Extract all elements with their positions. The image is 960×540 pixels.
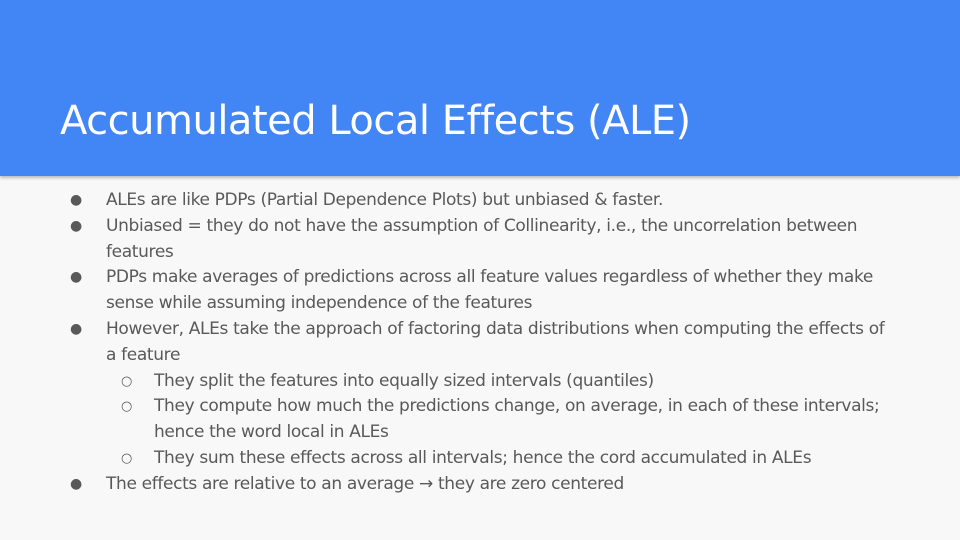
bullet-text: PDPs make averages of predictions across…: [106, 267, 873, 314]
bullet-item: ● Unbiased = they do not have the assump…: [0, 214, 896, 266]
bullet-list: ● ALEs are like PDPs (Partial Dependence…: [0, 188, 960, 498]
filled-bullet-icon: ●: [70, 269, 82, 286]
slide-title: Accumulated Local Effects (ALE): [60, 98, 691, 144]
bullet-text: The effects are relative to an average →…: [106, 473, 624, 494]
sub-bullet-item: ○ They compute how much the predictions …: [0, 394, 896, 446]
bullet-text: ALEs are like PDPs (Partial Dependence P…: [106, 190, 664, 210]
bullet-item: ● However, ALEs take the approach of fac…: [0, 317, 896, 369]
hollow-bullet-icon: ○: [121, 450, 132, 466]
title-banner: Accumulated Local Effects (ALE): [0, 0, 960, 176]
filled-bullet-icon: ●: [70, 475, 82, 492]
filled-bullet-icon: ●: [70, 192, 82, 208]
sub-bullet-item: ○ They sum these effects across all inte…: [0, 446, 896, 472]
bullet-item: ● The effects are relative to an average…: [0, 472, 896, 498]
bullet-item: ● PDPs make averages of predictions acro…: [0, 265, 896, 317]
sub-bullet-item: ○ They split the features into equally s…: [0, 369, 896, 395]
bullet-text: However, ALEs take the approach of facto…: [106, 318, 885, 365]
filled-bullet-icon: ●: [70, 320, 82, 337]
bullet-text: They compute how much the predictions ch…: [154, 396, 880, 443]
filled-bullet-icon: ●: [70, 217, 82, 234]
hollow-bullet-icon: ○: [121, 399, 132, 415]
hollow-bullet-icon: ○: [121, 373, 132, 389]
bullet-text: They split the features into equally siz…: [154, 370, 654, 391]
bullet-item: ● ALEs are like PDPs (Partial Dependence…: [0, 188, 896, 214]
bullet-text: Unbiased = they do not have the assumpti…: [106, 215, 858, 262]
bullet-text: They sum these effects across all interv…: [154, 447, 812, 468]
